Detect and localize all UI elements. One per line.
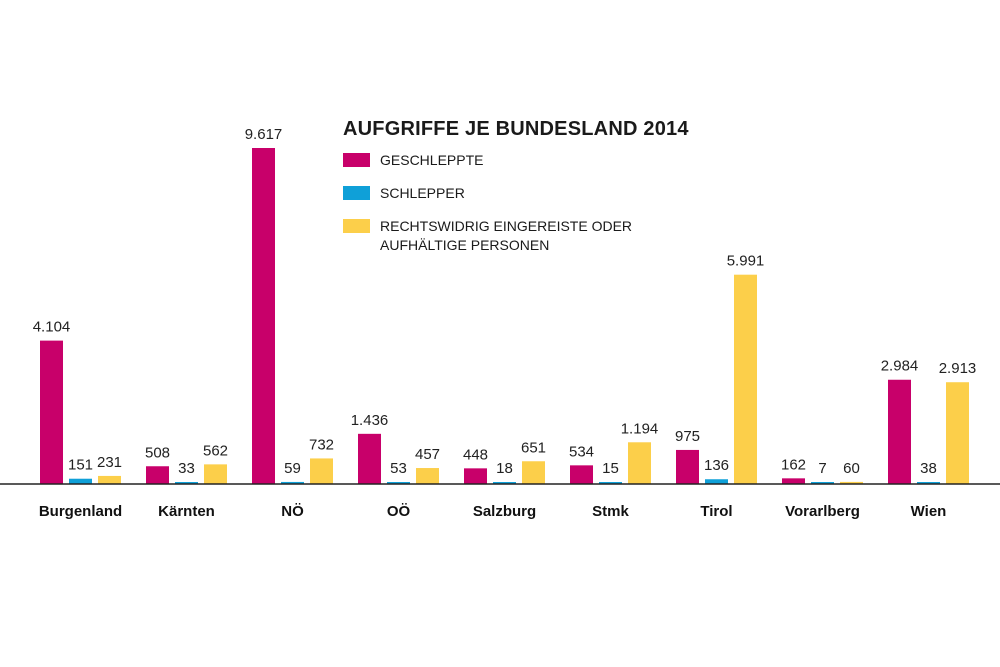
- value-label-wien-s0: 2.984: [881, 358, 919, 375]
- value-labels-group: 4.104 151 231 508 33 562 9.617 59 732 1.436 53 457 4…: [33, 126, 977, 477]
- value-label-nö-s1: 59: [284, 460, 301, 477]
- bars-group: [40, 148, 969, 484]
- category-label-burgenland: Burgenland: [39, 503, 122, 520]
- value-label-vorarlberg-s0: 162: [781, 456, 806, 473]
- bar-vorarlberg-s0: [782, 478, 805, 484]
- value-label-kärnten-s1: 33: [178, 460, 195, 477]
- value-label-wien-s2: 2.913: [939, 360, 977, 377]
- bar-tirol-s0: [676, 449, 699, 484]
- legend-label-rechtswidrig: RECHTSWIDRIG EINGEREISTE ODER AUFHÄLTIGE…: [380, 218, 633, 253]
- legend: AUFGRIFFE JE BUNDESLAND 2014 GESCHLEPPTE…: [343, 118, 700, 269]
- bar-stmk-s0: [570, 465, 593, 484]
- value-label-wien-s1: 38: [920, 460, 937, 477]
- value-label-oö-s2: 457: [415, 446, 440, 463]
- legend-label-geschleppte: GESCHLEPPTE: [380, 152, 484, 168]
- value-label-tirol-s0: 975: [675, 428, 700, 445]
- value-label-burgenland-s2: 231: [97, 454, 122, 471]
- bar-nö-s0: [252, 148, 275, 484]
- category-label-oö: OÖ: [387, 503, 411, 520]
- value-label-nö-s2: 732: [309, 436, 334, 453]
- value-label-salzburg-s2: 651: [521, 439, 546, 456]
- bar-tirol-s1: [705, 479, 728, 484]
- bar-kärnten-s1: [175, 482, 198, 484]
- category-label-kärnten: Kärnten: [158, 503, 215, 520]
- bar-stmk-s1: [599, 482, 622, 484]
- legend-item-geschleppte: GESCHLEPPTE: [343, 151, 700, 170]
- bar-wien-s2: [946, 382, 969, 484]
- value-label-stmk-s0: 534: [569, 443, 594, 460]
- bar-wien-s1: [917, 482, 940, 484]
- value-label-vorarlberg-s2: 60: [843, 460, 860, 477]
- bar-burgenland-s2: [98, 475, 121, 484]
- bar-salzburg-s1: [493, 482, 516, 484]
- value-label-vorarlberg-s1: 7: [818, 460, 826, 477]
- value-label-burgenland-s0: 4.104: [33, 319, 71, 336]
- bar-wien-s0: [888, 379, 911, 484]
- bar-vorarlberg-s2: [840, 481, 863, 484]
- category-label-vorarlberg: Vorarlberg: [785, 503, 860, 520]
- value-label-salzburg-s0: 448: [463, 446, 488, 463]
- value-label-tirol-s1: 136: [704, 457, 729, 474]
- legend-item-schlepper: SCHLEPPER: [343, 184, 700, 203]
- category-label-nö: NÖ: [281, 503, 304, 520]
- legend-swatch-schlepper: [343, 186, 370, 200]
- value-label-nö-s0: 9.617: [245, 126, 283, 143]
- value-label-stmk-s1: 15: [602, 460, 619, 477]
- bar-burgenland-s1: [69, 478, 92, 484]
- bar-kärnten-s2: [204, 464, 227, 484]
- bar-vorarlberg-s1: [811, 482, 834, 484]
- bar-oö-s0: [358, 433, 381, 484]
- legend-swatch-rechtswidrig: [343, 219, 370, 233]
- legend-swatch-geschleppte: [343, 153, 370, 167]
- value-label-salzburg-s1: 18: [496, 460, 513, 477]
- bar-salzburg-s0: [464, 468, 487, 484]
- legend-item-rechtswidrig: RECHTSWIDRIG EINGEREISTE ODER AUFHÄLTIGE…: [343, 217, 700, 255]
- legend-label-schlepper: SCHLEPPER: [380, 185, 465, 201]
- category-label-salzburg: Salzburg: [473, 503, 536, 520]
- category-label-tirol: Tirol: [700, 503, 732, 520]
- bar-kärnten-s0: [146, 466, 169, 484]
- value-label-oö-s1: 53: [390, 460, 407, 477]
- value-label-stmk-s2: 1.194: [621, 420, 659, 437]
- value-label-kärnten-s0: 508: [145, 444, 170, 461]
- bar-nö-s1: [281, 481, 304, 484]
- bar-burgenland-s0: [40, 340, 63, 484]
- bar-stmk-s2: [628, 442, 651, 484]
- value-label-tirol-s2: 5.991: [727, 253, 765, 270]
- bar-salzburg-s2: [522, 461, 545, 484]
- value-label-oö-s0: 1.436: [351, 412, 389, 429]
- chart-title: AUFGRIFFE JE BUNDESLAND 2014: [343, 118, 689, 140]
- bar-tirol-s2: [734, 274, 757, 484]
- bar-nö-s2: [310, 458, 333, 484]
- bar-oö-s1: [387, 482, 410, 484]
- category-label-wien: Wien: [911, 503, 947, 520]
- category-label-stmk: Stmk: [592, 503, 629, 520]
- value-label-kärnten-s2: 562: [203, 442, 228, 459]
- category-labels-group: Burgenland Kärnten NÖ OÖ Salzburg Stmk Tirol Vo…: [39, 503, 947, 520]
- bar-oö-s2: [416, 468, 439, 484]
- value-label-burgenland-s1: 151: [68, 457, 93, 474]
